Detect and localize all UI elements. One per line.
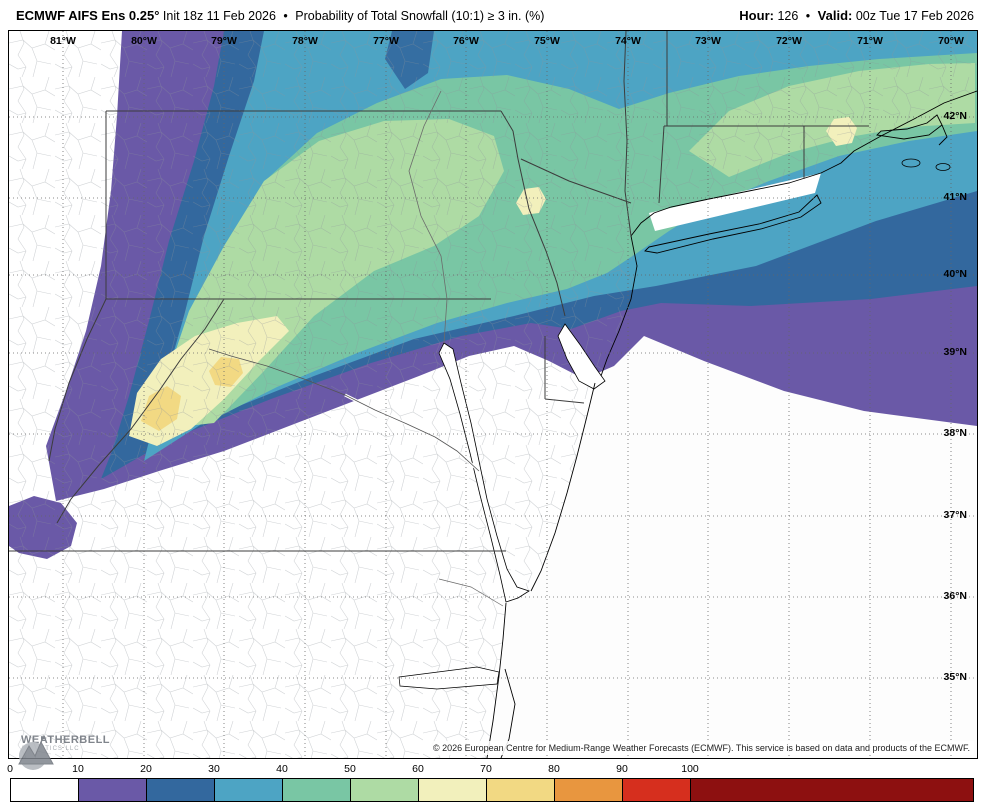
colorbar-segment xyxy=(691,779,973,801)
colorbar-segment xyxy=(11,779,79,801)
lat-label: 39°N xyxy=(943,346,967,358)
colorbar-segment xyxy=(555,779,623,801)
lon-label: 74°W xyxy=(615,35,641,47)
susquehanna-river xyxy=(408,90,448,344)
james-river xyxy=(438,578,504,607)
colorbar-segment xyxy=(147,779,215,801)
lon-label: 76°W xyxy=(453,35,479,47)
valid-time-block: Hour: 126 • Valid: 00z Tue 17 Feb 2026 xyxy=(739,8,974,23)
lon-label: 77°W xyxy=(373,35,399,47)
product-name: Probability of Total Snowfall (10:1) ≥ 3… xyxy=(295,8,545,23)
colorbar-segment xyxy=(215,779,283,801)
colorbar-tick: 40 xyxy=(276,763,288,775)
lon-label: 70°W xyxy=(938,35,964,47)
colorbar-segment xyxy=(419,779,487,801)
lat-label: 37°N xyxy=(943,509,967,521)
colorbar-bar xyxy=(10,778,974,802)
lon-label: 81°W xyxy=(50,35,76,47)
lat-label: 38°N xyxy=(943,427,967,439)
colorbar-tick: 50 xyxy=(344,763,356,775)
colorbar-segment xyxy=(623,779,691,801)
chesapeake-bay xyxy=(438,342,530,603)
colorbar-tick: 30 xyxy=(208,763,220,775)
long-island xyxy=(644,194,822,254)
lon-label: 75°W xyxy=(534,35,560,47)
potomac-river-border xyxy=(208,348,480,472)
lat-label: 35°N xyxy=(943,671,967,683)
lat-label: 36°N xyxy=(943,590,967,602)
lat-label: 41°N xyxy=(943,191,967,203)
colorbar-tick: 10 xyxy=(72,763,84,775)
graticule-lines xyxy=(9,31,977,758)
long-island-sound xyxy=(649,173,821,231)
state-borders xyxy=(9,31,869,552)
colorbar-tick: 70 xyxy=(480,763,492,775)
weatherbell-logo: WEATHERBELL ANALYTICS LLC xyxy=(17,734,110,770)
map-canvas xyxy=(9,31,977,758)
colorbar-tick: 100 xyxy=(681,763,699,775)
lon-label: 78°W xyxy=(292,35,318,47)
lon-label: 72°W xyxy=(776,35,802,47)
logo-subtext: ANALYTICS LLC xyxy=(21,746,80,752)
forecast-map: 81°W 80°W 79°W 78°W 77°W 76°W 75°W 74°W … xyxy=(8,30,978,770)
colorbar-segment xyxy=(283,779,351,801)
init-time: Init 18z 11 Feb 2026 xyxy=(162,8,276,23)
colorbar-tick: 0 xyxy=(7,763,13,775)
lat-label: 40°N xyxy=(943,268,967,280)
colorbar-tick: 20 xyxy=(140,763,152,775)
valid-value: 00z Tue 17 Feb 2026 xyxy=(855,8,974,23)
lon-label: 79°W xyxy=(211,35,237,47)
valid-bullet: • xyxy=(805,8,811,23)
header-bar: ECMWF AIFS Ens 0.25° Init 18z 11 Feb 202… xyxy=(0,0,984,30)
colorbar: 0 10 20 30 40 50 60 70 80 90 100 xyxy=(7,763,974,807)
colorbar-tick: 80 xyxy=(548,763,560,775)
model-name: ECMWF AIFS Ens 0.25° xyxy=(16,7,160,23)
marthas-vineyard-island xyxy=(901,158,921,168)
colorbar-tick: 60 xyxy=(412,763,424,775)
valid-label: Valid: xyxy=(817,7,853,23)
title-bullet: • xyxy=(283,8,288,23)
lon-label: 71°W xyxy=(857,35,883,47)
hour-value: 126 xyxy=(777,8,799,23)
copyright-attribution: © 2026 European Centre for Medium-Range … xyxy=(428,741,974,755)
colorbar-segment xyxy=(487,779,555,801)
nantucket-island xyxy=(935,163,951,171)
lon-label: 73°W xyxy=(695,35,721,47)
map-title: ECMWF AIFS Ens 0.25° Init 18z 11 Feb 202… xyxy=(16,8,544,23)
hour-label: Hour: xyxy=(739,7,774,23)
colorbar-tick: 90 xyxy=(616,763,628,775)
lon-label: 80°W xyxy=(131,35,157,47)
lat-label: 42°N xyxy=(943,110,967,122)
cape-cod xyxy=(876,114,948,146)
colorbar-segment xyxy=(351,779,419,801)
colorbar-segment xyxy=(79,779,147,801)
weatherbell-logo-icon xyxy=(18,736,54,770)
